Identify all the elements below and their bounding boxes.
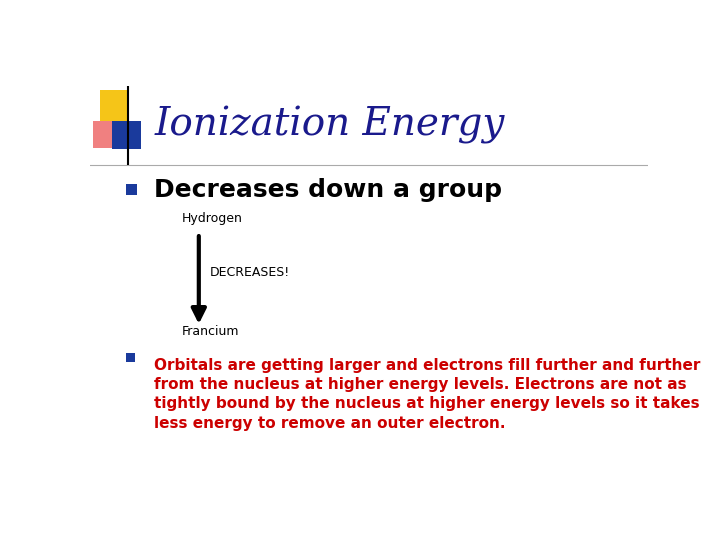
Bar <box>126 184 138 195</box>
Text: DECREASES!: DECREASES! <box>210 266 290 279</box>
Bar <box>93 121 126 148</box>
Text: Hydrogen: Hydrogen <box>182 212 243 225</box>
Bar <box>100 90 129 121</box>
Text: Ionization Energy: Ionization Energy <box>154 106 505 144</box>
Text: Francium: Francium <box>182 325 240 338</box>
Text: Orbitals are getting larger and electrons fill further and further
from the nucl: Orbitals are getting larger and electron… <box>154 358 701 430</box>
Text: Decreases down a group: Decreases down a group <box>154 178 502 201</box>
Bar <box>112 120 141 149</box>
Bar <box>126 353 135 362</box>
